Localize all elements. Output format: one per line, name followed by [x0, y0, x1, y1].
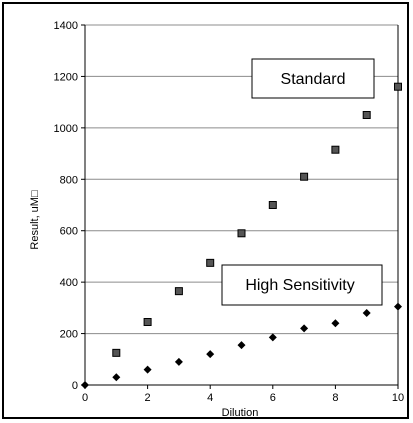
- x-tick-label: 4: [207, 392, 213, 404]
- high-sensitivity-point: [237, 341, 246, 350]
- x-tick-labels: 0 2 4 6 8 10: [82, 392, 404, 404]
- standard-point: [331, 145, 340, 154]
- high-sensitivity-point: [174, 357, 183, 366]
- high-sensitivity-point: [362, 309, 371, 317]
- high-sensitivity-point: [331, 319, 340, 328]
- standard-label: Standard: [281, 71, 346, 88]
- x-tick-label: 8: [332, 392, 338, 404]
- y-axis-title: Result, uM□: [29, 190, 41, 250]
- high-sensitivity-point: [300, 324, 309, 333]
- high-sensitivity-label: High Sensitivity: [245, 277, 354, 294]
- high-sensitivity-point: [394, 302, 402, 311]
- high-sensitivity-point: [112, 373, 121, 382]
- high-sensitivity-point: [81, 381, 89, 389]
- standard-point: [174, 287, 183, 296]
- x-tick-label: 10: [392, 392, 404, 404]
- y-tick-label: 0: [72, 380, 78, 392]
- y-tick-label: 1000: [54, 123, 78, 135]
- y-tick-label: 1200: [54, 71, 78, 83]
- y-tick-label: 800: [60, 174, 78, 186]
- standard-point: [362, 111, 371, 119]
- high-sensitivity-point: [206, 350, 215, 359]
- x-tick-label: 0: [82, 392, 88, 404]
- y-tick-label: 200: [60, 329, 78, 341]
- x-tick-label: 6: [270, 392, 276, 404]
- standard-point: [268, 201, 277, 209]
- y-tick-label: 400: [60, 277, 78, 289]
- high-sensitivity-label-box: [221, 264, 383, 306]
- standard-point: [394, 82, 402, 91]
- standard-point: [206, 258, 215, 267]
- y-tick-label: 1400: [54, 20, 78, 32]
- x-axis-title: Dilution: [222, 407, 259, 419]
- y-tick-label: 600: [60, 226, 78, 238]
- standard-point: [300, 172, 309, 181]
- standard-point: [237, 229, 246, 238]
- standard-point: [112, 348, 121, 357]
- y-tick-labels: 0 200 400 600 800 1000 1200 1400: [54, 20, 78, 392]
- standard-point: [143, 318, 152, 326]
- x-tick-label: 2: [145, 392, 151, 404]
- high-sensitivity-point: [143, 365, 152, 374]
- standard-label-box: [251, 58, 375, 99]
- high-sensitivity-point: [268, 333, 277, 342]
- data-points: [81, 82, 402, 389]
